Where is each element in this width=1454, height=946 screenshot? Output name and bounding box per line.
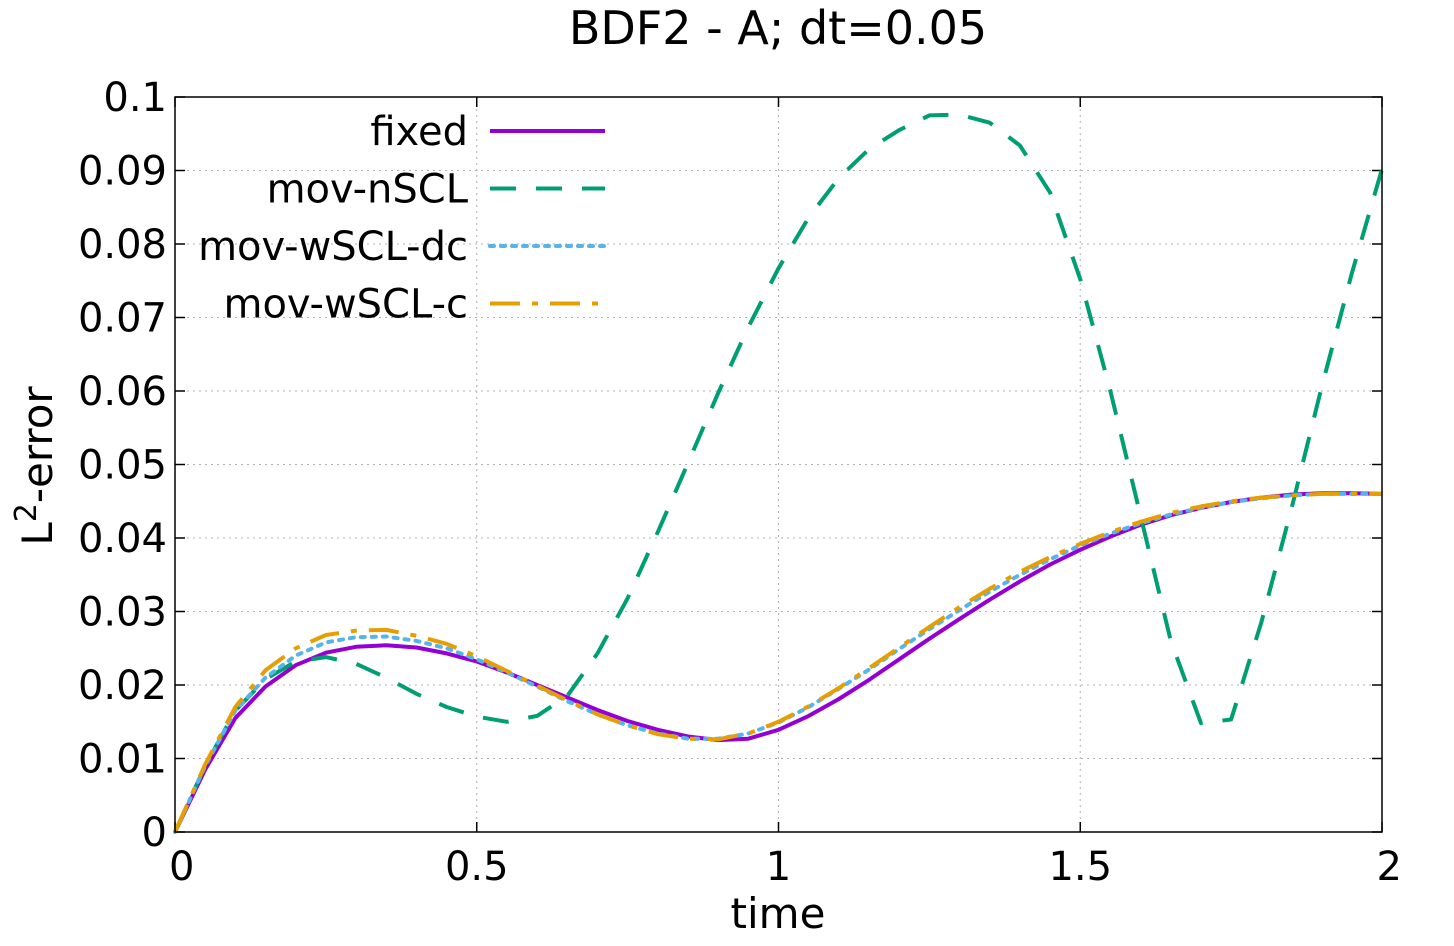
x-tick-label: 1 — [766, 844, 791, 890]
y-axis-label-sup: 2 — [9, 503, 44, 522]
y-tick-label: 0.04 — [78, 516, 167, 562]
y-axis-label: L2-error — [9, 386, 62, 546]
legend-label-fixed: fixed — [370, 109, 468, 155]
chart-title: BDF2 - A; dt=0.05 — [569, 1, 987, 55]
x-tick-label: 1.5 — [1048, 844, 1112, 890]
series-line-mov-wSCL-c — [173, 491, 1382, 833]
legend-label-mov-wSCL-c: mov-wSCL-c — [223, 282, 468, 328]
series-line-mov-nSCL — [173, 112, 1384, 833]
y-tick-label: 0.06 — [78, 369, 167, 415]
y-tick-label: 0.08 — [78, 222, 167, 268]
x-axis-label: time — [731, 889, 826, 938]
y-tick-label: 0.01 — [78, 737, 167, 783]
series-lines — [173, 112, 1384, 834]
y-tick-label: 0.02 — [78, 663, 167, 709]
y-axis-ticks: 0 0.01 0.02 0.03 0.04 0.05 0.06 0.07 0.08 0.09 0.1 — [78, 75, 1382, 856]
y-tick-label: 0.1 — [103, 75, 167, 121]
legend: fixed mov-nSCL mov-wSCL-dc mov-wSCL-c — [198, 109, 607, 328]
y-axis-label-rest: -error — [13, 386, 62, 504]
y-tick-label: 0.09 — [78, 149, 167, 195]
grid-lines — [175, 97, 1382, 832]
y-axis-label-base: L — [13, 522, 62, 546]
y-tick-label: 0 — [142, 810, 167, 856]
x-axis-ticks: 0 0.5 1 1.5 2 — [169, 97, 1402, 890]
x-tick-label: 2 — [1377, 844, 1402, 890]
x-tick-label: 0.5 — [445, 844, 509, 890]
plot-frame — [174, 96, 1383, 833]
legend-label-mov-nSCL: mov-nSCL — [267, 167, 469, 213]
legend-label-mov-wSCL-dc: mov-wSCL-dc — [198, 224, 468, 270]
y-tick-label: 0.07 — [78, 296, 167, 342]
y-tick-label: 0.05 — [78, 443, 167, 489]
x-tick-label: 0 — [169, 844, 194, 890]
y-tick-label: 0.03 — [78, 590, 167, 636]
